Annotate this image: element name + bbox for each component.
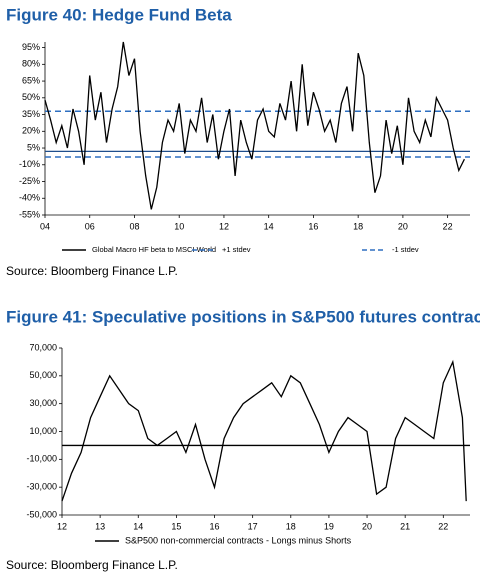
x-tick-label: 20 <box>362 521 372 531</box>
source-note: Source: Bloomberg Finance L.P. <box>6 264 178 278</box>
y-tick-label: -30,000 <box>26 482 57 492</box>
x-tick-label: 17 <box>248 521 258 531</box>
x-tick-label: 13 <box>95 521 105 531</box>
y-tick-label: -25% <box>19 176 40 186</box>
x-tick-label: 22 <box>438 521 448 531</box>
x-tick-label: 21 <box>400 521 410 531</box>
chart-title: Figure 41: Speculative positions in S&P5… <box>6 307 480 326</box>
x-tick-label: 08 <box>129 221 139 231</box>
y-tick-label: 95% <box>22 42 40 52</box>
x-tick-label: 18 <box>353 221 363 231</box>
x-tick-label: 15 <box>171 521 181 531</box>
y-tick-label: 80% <box>22 59 40 69</box>
x-tick-label: 06 <box>85 221 95 231</box>
source-note: Source: Bloomberg Finance L.P. <box>6 558 178 572</box>
x-tick-label: 04 <box>40 221 50 231</box>
legend-label: S&P500 non-commercial contracts - Longs … <box>125 535 352 545</box>
series-line <box>44 41 465 210</box>
x-tick-label: 18 <box>286 521 296 531</box>
x-tick-label: 14 <box>264 221 274 231</box>
y-tick-label: 30,000 <box>29 398 57 408</box>
x-tick-label: 19 <box>324 521 334 531</box>
y-tick-label: 35% <box>22 109 40 119</box>
x-tick-label: 16 <box>308 221 318 231</box>
legend-label: +1 stdev <box>222 245 251 254</box>
x-tick-label: 12 <box>57 521 67 531</box>
y-tick-label: 5% <box>27 142 40 152</box>
y-tick-label: 20% <box>22 126 40 136</box>
y-tick-label: 70,000 <box>29 342 57 352</box>
x-tick-label: 14 <box>133 521 143 531</box>
y-tick-label: 50,000 <box>29 370 57 380</box>
x-tick-label: 12 <box>219 221 229 231</box>
y-tick-label: 50% <box>22 92 40 102</box>
y-tick-label: -40% <box>19 193 40 203</box>
y-tick-label: -10,000 <box>26 454 57 464</box>
legend-label: Global Macro HF beta to MSCI World <box>92 245 216 254</box>
y-tick-label: -10% <box>19 159 40 169</box>
legend-label: -1 stdev <box>392 245 419 254</box>
y-tick-label: 10,000 <box>29 426 57 436</box>
y-tick-label: 65% <box>22 75 40 85</box>
x-tick-label: 20 <box>398 221 408 231</box>
y-tick-label: -50,000 <box>26 509 57 519</box>
chart-title: Figure 40: Hedge Fund Beta <box>6 5 232 24</box>
x-tick-label: 22 <box>443 221 453 231</box>
y-tick-label: -55% <box>19 209 40 219</box>
series-line <box>61 359 467 502</box>
x-tick-label: 16 <box>210 521 220 531</box>
x-tick-label: 10 <box>174 221 184 231</box>
